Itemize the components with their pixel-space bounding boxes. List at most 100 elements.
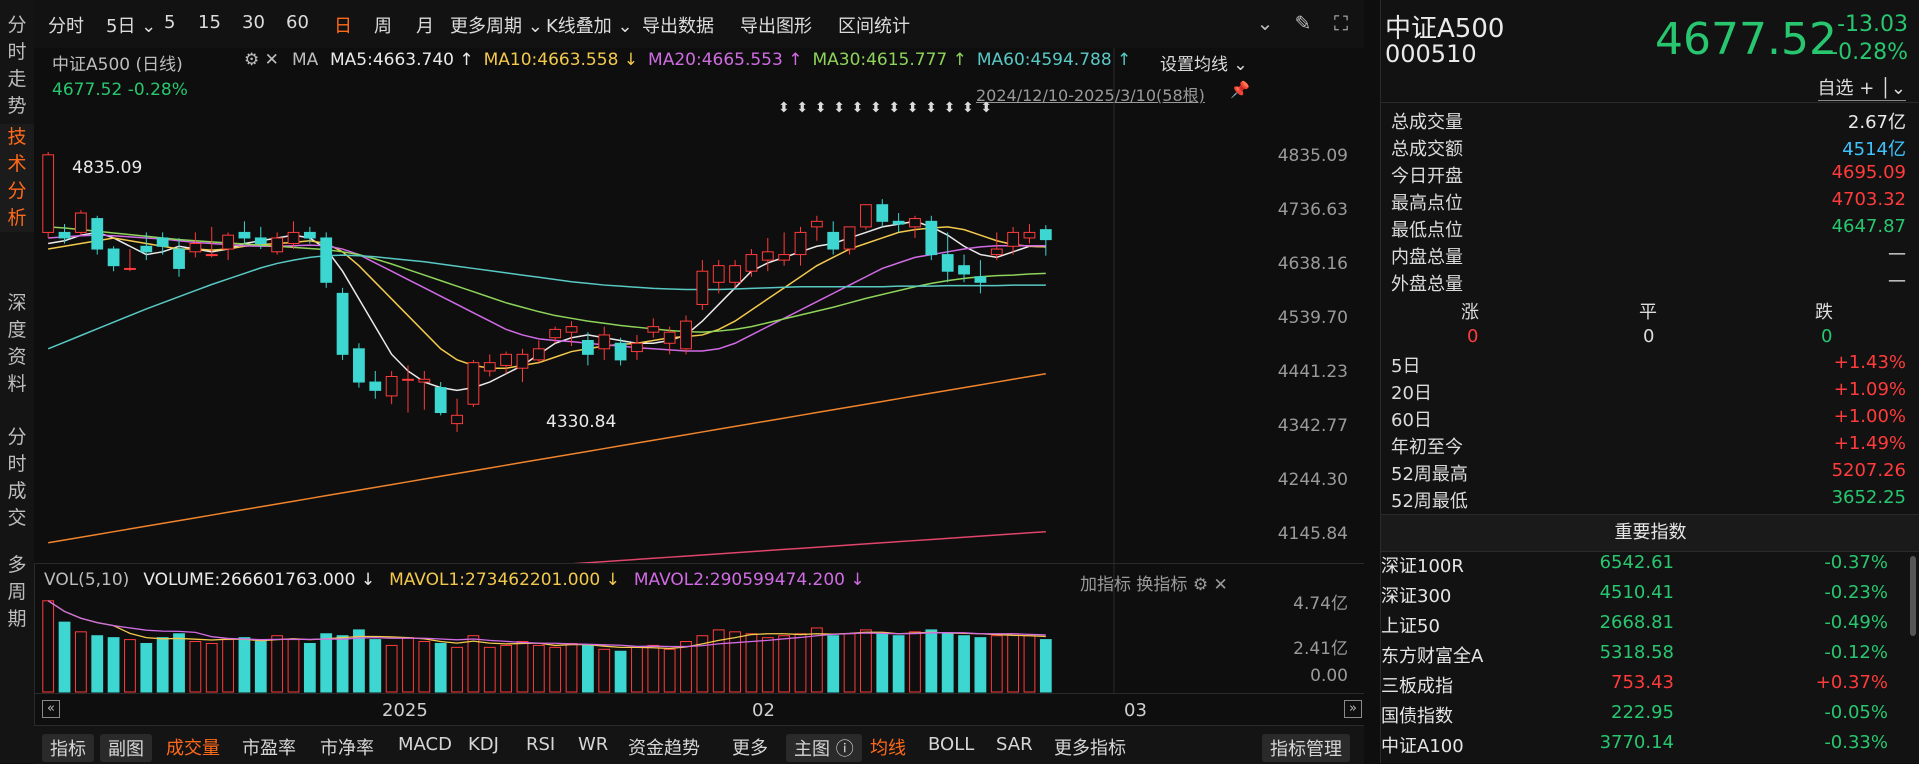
switch-indicator-button[interactable]: 换指标 xyxy=(1136,575,1188,595)
candle xyxy=(827,221,840,255)
period-label: 5日 xyxy=(1391,356,1421,377)
volume-bar xyxy=(369,639,382,693)
volume-bar xyxy=(1023,635,1036,693)
volume-bar xyxy=(990,635,1003,693)
volume-bar xyxy=(140,642,153,693)
export-data-button[interactable]: 导出数据 xyxy=(642,16,714,37)
tab-60min[interactable]: 60 xyxy=(286,12,309,33)
range-stats-button[interactable]: 区间统计 xyxy=(838,16,910,37)
y-tick: 4638.16 xyxy=(1277,254,1348,274)
export-image-button[interactable]: 导出图形 xyxy=(740,16,812,37)
add-indicator-button[interactable]: 加指标 xyxy=(1080,575,1131,595)
rail-item-technical[interactable]: 技术分析 xyxy=(0,124,34,232)
rail-item-multiperiod[interactable]: 多周期 xyxy=(7,554,27,630)
stat-label: 内盘总量 xyxy=(1391,247,1463,268)
more-indicators-tab[interactable]: 更多指标 xyxy=(1054,738,1126,759)
candle xyxy=(794,226,807,266)
scroll-left-icon[interactable]: « xyxy=(42,700,60,718)
tab-5min[interactable]: 5 xyxy=(164,12,176,33)
stat-label: 总成交量 xyxy=(1391,112,1463,133)
indicator-tab[interactable]: 指标 xyxy=(42,734,94,762)
volume-bar xyxy=(271,635,284,693)
ma-tab[interactable]: 均线 xyxy=(870,738,906,759)
current-price: 4677.52 xyxy=(1655,14,1837,65)
volume-bar xyxy=(124,639,136,693)
rsi-tab[interactable]: RSI xyxy=(526,734,556,755)
fullscreen-icon[interactable]: ⛶ xyxy=(1334,11,1348,35)
event-marker-icon: ⬍ xyxy=(925,100,937,116)
scroll-right-icon[interactable]: » xyxy=(1344,700,1362,718)
macd-tab[interactable]: MACD xyxy=(398,734,452,755)
range-label[interactable]: 2024/12/10-2025/3/10(58根) xyxy=(976,86,1205,105)
event-marker-icon: ⬍ xyxy=(888,100,900,116)
index-row[interactable]: 深证300 4510.41 -0.23% xyxy=(1381,582,1888,607)
volume-bar xyxy=(303,642,316,693)
fund-trend-tab[interactable]: 资金趋势 xyxy=(628,738,700,759)
volume-svg[interactable] xyxy=(34,564,1364,694)
tab-daily[interactable]: 日 xyxy=(334,16,352,37)
pin-icon[interactable]: 📌 xyxy=(1230,80,1250,99)
subchart-tab[interactable]: 副图 xyxy=(100,734,152,762)
set-ma-button[interactable]: 设置均线 ⌄ xyxy=(1160,55,1248,75)
candle xyxy=(205,226,218,258)
candle xyxy=(107,246,120,272)
indices-scrollbar[interactable] xyxy=(1910,556,1916,636)
more-tab[interactable]: 更多 xyxy=(732,738,768,759)
volume-panel: VOL(5,10) VOLUME:266601763.000 ↓ MAVOL1:27… xyxy=(34,563,1364,694)
ma-line-ma120 xyxy=(48,373,1046,544)
draw-pen-icon[interactable]: ✎ xyxy=(1294,11,1312,35)
tab-monthly[interactable]: 月 xyxy=(416,16,434,37)
stat-value: 4703.32 xyxy=(1831,189,1906,210)
main-chart-tab[interactable]: 主图 ⓘ xyxy=(786,734,862,762)
chevron-down-circle-icon[interactable]: ⌄ xyxy=(1256,11,1274,35)
add-watchlist-button[interactable]: 自选 + │⌄ xyxy=(1817,74,1906,101)
kdj-tab[interactable]: KDJ xyxy=(468,734,499,755)
tab-5day[interactable]: 5日 ⌄ xyxy=(106,16,157,37)
volume-bar xyxy=(74,631,87,693)
volume-bar xyxy=(909,631,921,693)
candle xyxy=(74,210,87,236)
candle xyxy=(729,260,741,288)
candle xyxy=(254,226,267,250)
index-row[interactable]: 三板成指 753.43 +0.37% xyxy=(1381,672,1888,697)
rail-item-timeshare[interactable]: 分时走势 xyxy=(7,14,27,117)
indicator-manage-button[interactable]: 指标管理 xyxy=(1262,734,1350,762)
kline-chart-panel: 中证A500 (日线) ⚙ ✕ MA MA5:4663.740 ↑ MA10:46… xyxy=(34,48,1364,563)
tab-15min[interactable]: 15 xyxy=(198,12,221,33)
volume-bar xyxy=(402,637,414,693)
rail-item-trades[interactable]: 分时成交 xyxy=(7,426,27,529)
index-row[interactable]: 东方财富全A 5318.58 -0.12% xyxy=(1381,642,1888,667)
kline-overlay-dropdown[interactable]: K线叠加 ⌄ xyxy=(546,16,633,37)
pe-tab[interactable]: 市盈率 xyxy=(242,738,296,759)
gear-icon[interactable]: ⚙ ✕ xyxy=(244,50,279,70)
index-row[interactable]: 上证50 2668.81 -0.49% xyxy=(1381,612,1888,637)
rail-item-depth[interactable]: 深度资料 xyxy=(7,292,27,395)
close-icon[interactable]: ✕ xyxy=(1213,575,1228,595)
candle xyxy=(647,318,660,338)
tab-timeshare[interactable]: 分时 xyxy=(48,16,84,37)
breadth-up-value: 0 xyxy=(1467,326,1479,347)
indicator-bar: 指标 副图 成交量 市盈率 市净率 MACD KDJ RSI WR 资金趋势 更… xyxy=(34,725,1364,764)
mavol2-value: MAVOL2:290599474.200 ↓ xyxy=(633,570,865,590)
index-row[interactable]: 中证A100 3770.14 -0.33% xyxy=(1381,732,1888,757)
pb-tab[interactable]: 市净率 xyxy=(320,738,374,759)
tab-30min[interactable]: 30 xyxy=(242,12,265,33)
candle xyxy=(941,232,954,283)
more-periods-dropdown[interactable]: 更多周期 ⌄ xyxy=(450,16,543,37)
security-code: 000510 xyxy=(1385,40,1477,68)
candle xyxy=(876,199,889,227)
volume-bar xyxy=(598,648,611,693)
price-change-pct: -0.28% xyxy=(1830,40,1908,65)
kline-svg[interactable]: ⬍ ⬍ ⬍ ⬍ ⬍ ⬍ ⬍ ⬍ ⬍ ⬍ ⬍ ⬍ xyxy=(34,48,1364,563)
index-row[interactable]: 深证100R 6542.61 -0.37% xyxy=(1381,552,1888,577)
candle xyxy=(712,260,725,294)
gear-icon[interactable]: ⚙ xyxy=(1192,575,1209,595)
wr-tab[interactable]: WR xyxy=(578,734,609,755)
index-row[interactable]: 国债指数 222.95 -0.05% xyxy=(1381,702,1888,727)
sar-tab[interactable]: SAR xyxy=(996,734,1033,755)
candle xyxy=(925,215,938,261)
boll-tab[interactable]: BOLL xyxy=(928,734,975,755)
tab-weekly[interactable]: 周 xyxy=(374,16,392,37)
x-axis: « 2025 02 03 » xyxy=(34,693,1364,726)
volume-tab[interactable]: 成交量 xyxy=(166,738,220,759)
